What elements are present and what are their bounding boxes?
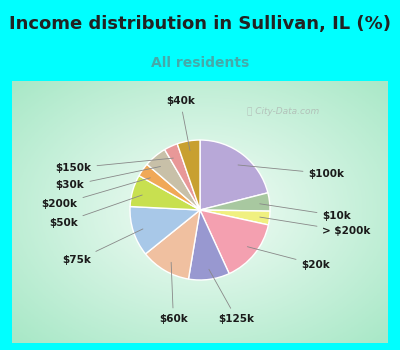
- Text: $200k: $200k: [42, 178, 150, 209]
- Text: $50k: $50k: [49, 195, 142, 228]
- Text: $40k: $40k: [166, 97, 195, 150]
- Wedge shape: [200, 210, 268, 274]
- Wedge shape: [200, 140, 268, 210]
- Wedge shape: [200, 193, 270, 211]
- Text: $30k: $30k: [56, 167, 160, 190]
- Text: ⓘ City-Data.com: ⓘ City-Data.com: [246, 107, 319, 117]
- Wedge shape: [146, 210, 200, 279]
- Wedge shape: [177, 140, 200, 210]
- Text: $10k: $10k: [260, 204, 351, 220]
- Text: $60k: $60k: [159, 262, 188, 323]
- Wedge shape: [130, 176, 200, 210]
- Text: Income distribution in Sullivan, IL (%): Income distribution in Sullivan, IL (%): [9, 15, 391, 34]
- Text: $75k: $75k: [63, 229, 143, 265]
- Text: $150k: $150k: [56, 158, 173, 173]
- Text: $125k: $125k: [209, 269, 254, 323]
- Wedge shape: [200, 210, 270, 225]
- Wedge shape: [188, 210, 229, 280]
- Wedge shape: [147, 149, 200, 210]
- Wedge shape: [165, 144, 200, 210]
- Text: > $200k: > $200k: [260, 217, 371, 236]
- Text: $20k: $20k: [247, 247, 330, 270]
- Text: All residents: All residents: [151, 56, 249, 70]
- Wedge shape: [139, 164, 200, 210]
- Text: $100k: $100k: [238, 165, 344, 178]
- Wedge shape: [130, 206, 200, 254]
